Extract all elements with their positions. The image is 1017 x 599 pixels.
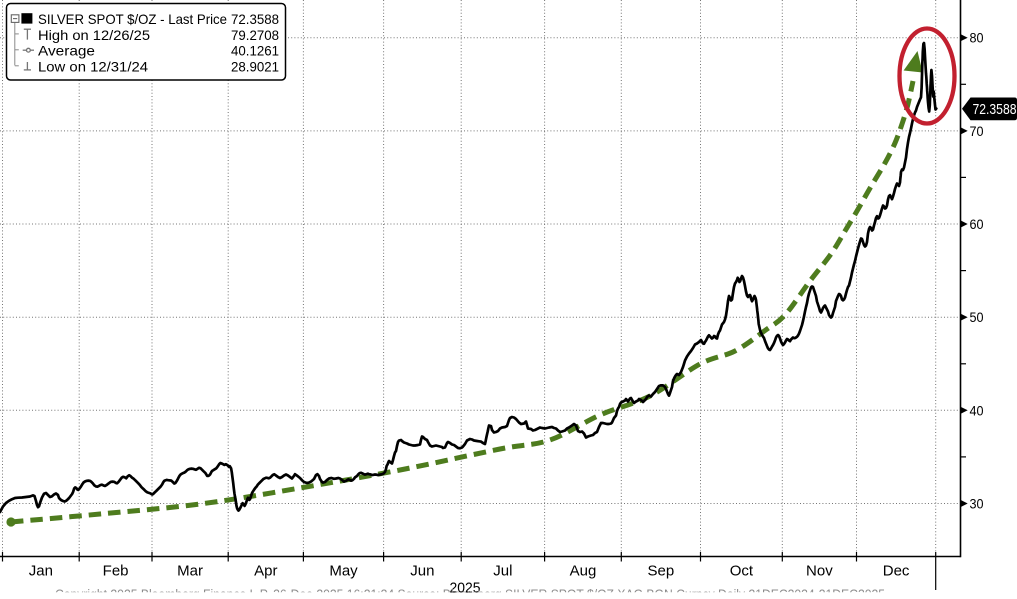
svg-text:High on 12/26/25: High on 12/26/25 bbox=[38, 27, 150, 43]
svg-text:Average: Average bbox=[38, 43, 95, 59]
svg-text:72.3588: 72.3588 bbox=[973, 101, 1017, 118]
svg-text:30: 30 bbox=[970, 497, 984, 513]
svg-text:Low on 12/31/24: Low on 12/31/24 bbox=[38, 59, 148, 75]
svg-text:79.2708: 79.2708 bbox=[231, 27, 279, 43]
svg-text:Oct: Oct bbox=[730, 563, 754, 580]
svg-text:Jul: Jul bbox=[493, 563, 512, 580]
svg-text:2025: 2025 bbox=[450, 580, 481, 595]
svg-text:Jun: Jun bbox=[410, 563, 434, 580]
svg-text:Mar: Mar bbox=[177, 563, 203, 580]
svg-text:40: 40 bbox=[970, 403, 984, 419]
svg-text:50: 50 bbox=[970, 310, 984, 326]
svg-text:May: May bbox=[329, 563, 358, 580]
svg-text:60: 60 bbox=[970, 217, 984, 233]
svg-text:80: 80 bbox=[970, 31, 984, 47]
svg-text:70: 70 bbox=[970, 124, 984, 140]
svg-text:40.1261: 40.1261 bbox=[231, 43, 279, 59]
svg-text:28.9021: 28.9021 bbox=[231, 59, 279, 75]
svg-text:Jan: Jan bbox=[29, 563, 53, 580]
svg-text:72.3588: 72.3588 bbox=[231, 11, 279, 27]
svg-text:Copyright 2025 Bloomberg Finan: Copyright 2025 Bloomberg Finance L.P. 26… bbox=[55, 586, 885, 594]
svg-text:Sep: Sep bbox=[648, 563, 675, 580]
svg-text:Dec: Dec bbox=[883, 563, 910, 580]
svg-text:Apr: Apr bbox=[254, 563, 277, 580]
svg-text:Nov: Nov bbox=[806, 563, 833, 580]
svg-text:Aug: Aug bbox=[570, 563, 597, 580]
svg-text:Feb: Feb bbox=[103, 563, 129, 580]
svg-text:SILVER SPOT $/OZ - Last Price: SILVER SPOT $/OZ - Last Price bbox=[38, 11, 227, 27]
